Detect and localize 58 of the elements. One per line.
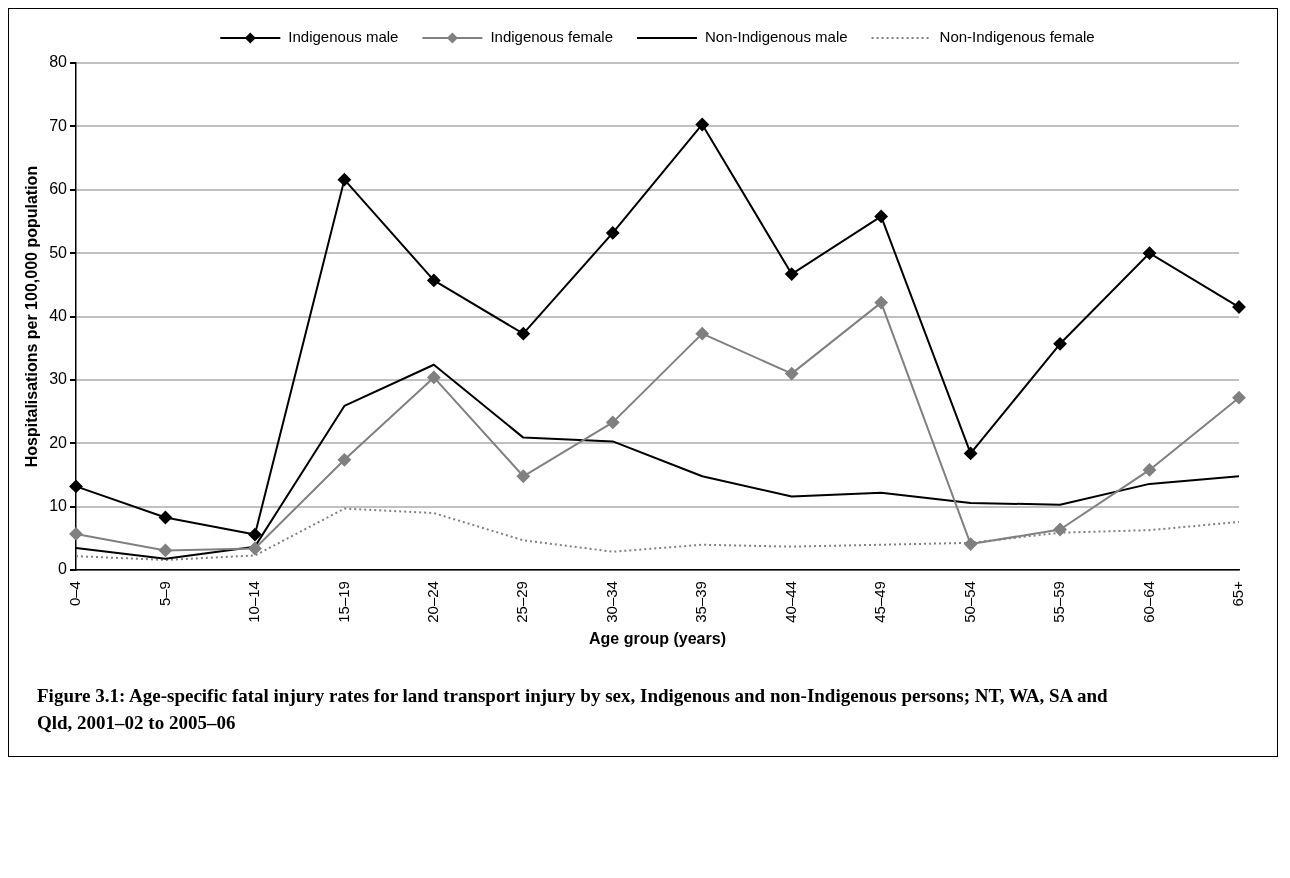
point [695, 117, 709, 131]
y-tick-label: 10 [49, 497, 68, 515]
x-tick-label: 40–44 [781, 581, 799, 623]
legend-label: Indigenous male [288, 28, 399, 46]
point [964, 537, 978, 551]
x-tick-label: 60–64 [1139, 581, 1157, 623]
y-tick-label: 70 [49, 116, 68, 134]
x-tick-label: 15–19 [334, 581, 352, 623]
point [248, 542, 262, 556]
point [337, 453, 351, 467]
point [1053, 337, 1067, 351]
x-tick-label: 35–39 [692, 581, 710, 623]
point [248, 528, 262, 542]
point [874, 296, 888, 310]
y-tick-label: 30 [49, 370, 68, 388]
point [158, 510, 172, 524]
point [964, 446, 978, 460]
x-tick-label: 50–54 [960, 581, 978, 623]
x-tick-label: 30–34 [602, 581, 620, 623]
legend-label: Indigenous female [490, 28, 613, 46]
point [69, 479, 83, 493]
point [785, 267, 799, 281]
point [516, 327, 530, 341]
point [516, 469, 530, 483]
point [1232, 300, 1246, 314]
y-tick-label: 0 [58, 560, 68, 578]
x-tick-label: 55–59 [1050, 581, 1068, 623]
point [427, 370, 441, 384]
x-tick-label: 10–14 [245, 581, 263, 623]
point [1143, 463, 1157, 477]
legend-label: Non-Indigenous female [939, 28, 1095, 46]
x-tick-label: 20–24 [423, 581, 441, 623]
x-axis-title: Age group (years) [589, 629, 726, 647]
y-tick-label: 20 [49, 433, 68, 451]
point [1232, 391, 1246, 405]
y-tick-label: 50 [49, 243, 68, 261]
point [1143, 246, 1157, 260]
point [606, 415, 620, 429]
legend-label: Non-Indigenous male [704, 28, 848, 46]
point [785, 367, 799, 381]
caption: Figure 3.1: Age-specific fatal injury rates for land transport injury by sex, Indigenous and non-Indigenous persons; NT, WA, SA and Qld, 2001–02 to 2005–06 [37, 684, 1109, 735]
point [1053, 523, 1067, 537]
point [606, 226, 620, 240]
y-tick-label: 80 [49, 53, 68, 71]
x-tick-label: 65+ [1229, 580, 1247, 607]
x-tick-label: 25–29 [513, 581, 531, 623]
y-tick-label: 40 [49, 306, 68, 324]
point [158, 543, 172, 557]
point [337, 173, 351, 187]
x-tick-label: 0–4 [66, 581, 84, 607]
x-tick-label: 5–9 [155, 581, 173, 607]
y-tick-label: 60 [49, 180, 68, 198]
x-tick-label: 45–49 [871, 581, 889, 623]
point [874, 209, 888, 223]
y-axis-title: Hospitalisations per 100,000 population [23, 165, 41, 468]
point [427, 273, 441, 287]
point [695, 327, 709, 341]
point [69, 527, 83, 541]
